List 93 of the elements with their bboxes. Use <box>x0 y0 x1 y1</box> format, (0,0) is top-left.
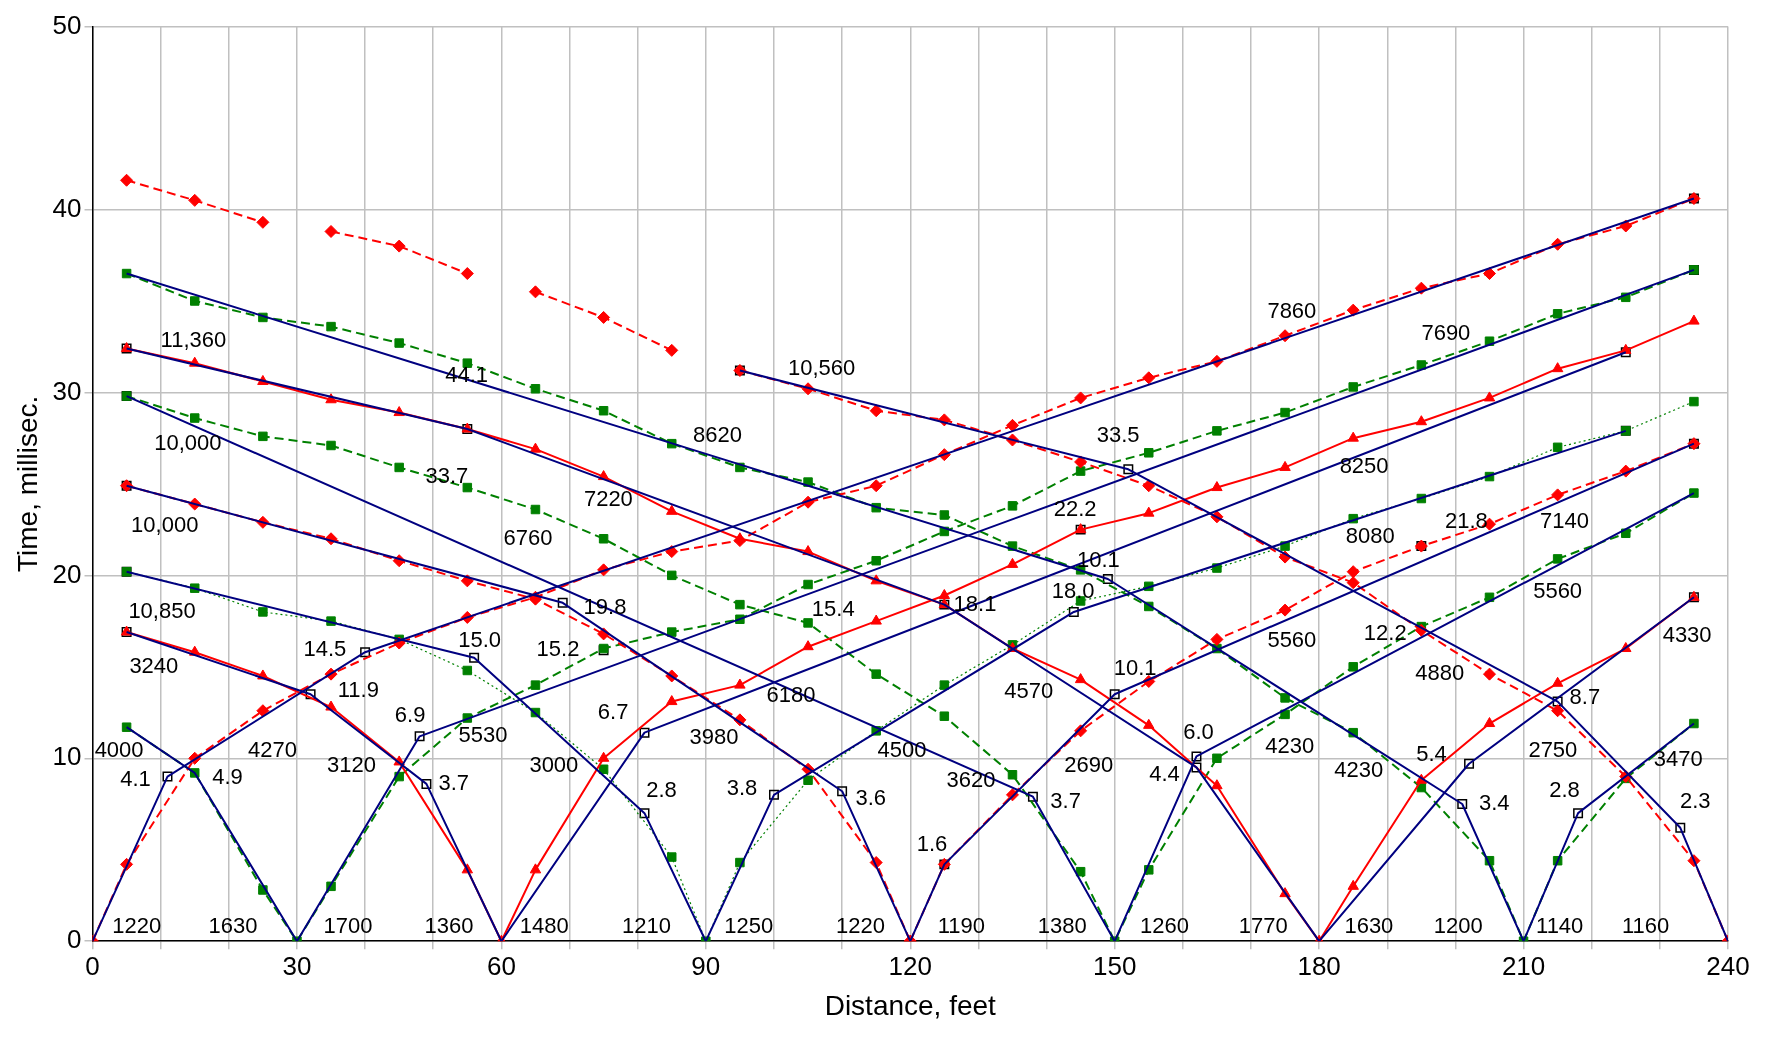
annotation: 21.8 <box>1444 508 1488 534</box>
annotation: 2.8 <box>646 777 677 803</box>
annotation: 3470 <box>1653 746 1703 772</box>
annotation: 10,000 <box>131 512 199 538</box>
annotation: 2750 <box>1528 737 1578 763</box>
annotation: 5530 <box>458 722 508 748</box>
x-tick-label: 90 <box>691 950 721 981</box>
annotation: 1250 <box>724 912 774 938</box>
annotation: 1380 <box>1037 912 1087 938</box>
annotation: 1260 <box>1139 912 1189 938</box>
annotation: 1140 <box>1536 912 1584 938</box>
annotation: 5.4 <box>1416 740 1447 766</box>
annotation: 2.8 <box>1549 777 1580 803</box>
annotation: 4500 <box>877 737 927 763</box>
annotation: 3240 <box>129 652 179 678</box>
annotation: 33.7 <box>425 462 469 488</box>
annotation: 8080 <box>1345 523 1395 549</box>
annotation: 15.4 <box>811 596 855 622</box>
annotation: 5560 <box>1533 577 1583 603</box>
annotation: 8620 <box>692 422 742 448</box>
annotation: 4330 <box>1662 621 1712 647</box>
x-tick-label: 30 <box>282 950 312 981</box>
annotation: 7690 <box>1421 319 1471 345</box>
y-tick-label: 50 <box>52 9 82 40</box>
y-tick-label: 30 <box>52 375 82 406</box>
annotation: 1190 <box>937 912 986 938</box>
annotation: 1630 <box>208 912 258 938</box>
annotation: 1220 <box>112 912 162 938</box>
x-tick-label: 180 <box>1297 950 1341 981</box>
annotation: 1220 <box>836 912 885 938</box>
annotation: 3620 <box>946 767 996 793</box>
annotation: 4270 <box>247 737 297 763</box>
x-axis-title: Distance, feet <box>824 989 997 1021</box>
annotation: 7140 <box>1539 508 1589 534</box>
annotation: 4000 <box>94 737 144 763</box>
annotation: 1160 <box>1621 912 1670 938</box>
y-axis-title: Time, millisec. <box>11 395 43 573</box>
annotation: 6760 <box>503 524 553 550</box>
annotation: 4880 <box>1415 660 1465 686</box>
annotation: 3.4 <box>1478 790 1510 816</box>
annotation: 3980 <box>689 724 739 750</box>
annotation: 6.9 <box>394 702 426 728</box>
annotation: 3.7 <box>1050 788 1081 814</box>
annotation: 10,850 <box>128 598 196 624</box>
annotation: 4230 <box>1334 757 1384 783</box>
annotation: 11.9 <box>337 676 379 702</box>
x-tick-label: 120 <box>888 950 932 981</box>
annotation: 10.1 <box>1113 654 1157 680</box>
annotation: 8.7 <box>1569 683 1601 709</box>
annotation: 7220 <box>583 486 633 512</box>
annotation: 1210 <box>622 912 672 938</box>
annotation: 3.7 <box>438 769 469 795</box>
annotation: 4.9 <box>212 764 243 790</box>
annotation: 1360 <box>424 912 474 938</box>
annotation: 4230 <box>1265 733 1315 759</box>
annotation: 11,360 <box>160 327 227 353</box>
annotation: 1770 <box>1238 912 1288 938</box>
annotation: 6.7 <box>597 698 629 724</box>
annotation: 3000 <box>529 751 579 777</box>
annotation: 1630 <box>1344 912 1394 938</box>
annotation: 4.4 <box>1149 760 1180 786</box>
annotation: 12.2 <box>1363 619 1407 645</box>
annotation: 3120 <box>326 751 376 777</box>
annotation: 4570 <box>1004 678 1054 704</box>
annotation: 2.3 <box>1679 788 1711 814</box>
annotation: 14.5 <box>303 636 347 662</box>
y-tick-label: 10 <box>52 741 82 772</box>
annotation: 10,000 <box>154 429 222 455</box>
x-tick-label: 60 <box>486 950 516 981</box>
annotation: 1700 <box>323 912 373 938</box>
x-tick-label: 210 <box>1501 950 1546 981</box>
annotation: 1200 <box>1433 912 1483 938</box>
annotation: 5560 <box>1267 627 1317 653</box>
annotation: 6.0 <box>1183 718 1214 744</box>
annotation: 3.8 <box>726 775 758 801</box>
annotation: 8250 <box>1339 453 1389 479</box>
y-tick-label: 20 <box>52 558 82 589</box>
y-tick-label: 40 <box>52 192 82 223</box>
annotation: 1480 <box>519 912 569 938</box>
annotation: 7860 <box>1267 298 1317 324</box>
annotation: 10,560 <box>788 354 856 380</box>
x-tick-label: 150 <box>1093 950 1137 981</box>
annotation: 3.6 <box>855 784 887 810</box>
annotation: 4.1 <box>120 766 151 792</box>
annotation: 33.5 <box>1096 422 1140 448</box>
x-tick-label: 240 <box>1706 950 1750 981</box>
annotation: 22.2 <box>1053 495 1097 521</box>
y-tick-label: 0 <box>67 924 82 955</box>
annotation: 1.6 <box>916 831 948 857</box>
annotation: 18.0 <box>1051 577 1095 603</box>
annotation: 15.2 <box>536 636 580 662</box>
annotation: 2690 <box>1064 751 1114 777</box>
annotation: 15.0 <box>458 627 501 653</box>
